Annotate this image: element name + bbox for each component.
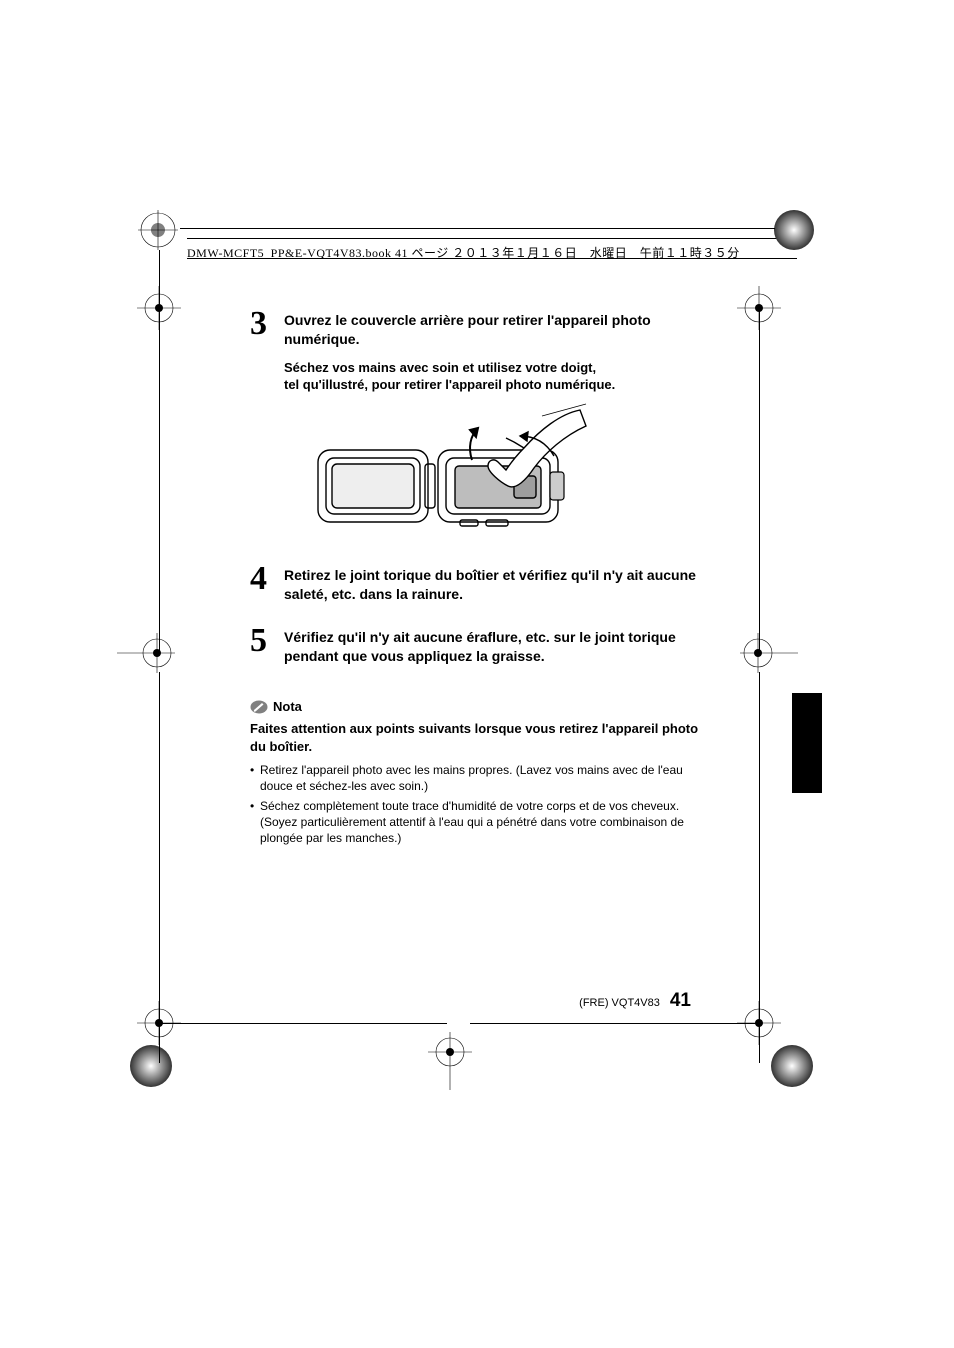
pencil-icon (250, 700, 268, 714)
page-number: 41 (670, 990, 691, 1012)
nota-bullets: • Retirez l'appareil photo avec les main… (250, 762, 705, 847)
step-body: Ouvrez le couvercle arrière pour retirer… (284, 305, 705, 394)
crop-mark-br (766, 1040, 818, 1092)
nota-label: Nota (273, 699, 302, 714)
crop-mark-left (115, 630, 175, 676)
step-number: 4 (250, 560, 284, 596)
step-4: 4 Retirez le joint torique du boîtier et… (250, 560, 705, 614)
bullet-dot: • (250, 762, 260, 794)
crop-line (180, 228, 775, 229)
crop-line (759, 672, 760, 1022)
step-number: 3 (250, 305, 284, 341)
crop-mark-bl (125, 1040, 177, 1092)
page-footer: (FRE) VQT4V83 41 (579, 990, 691, 1012)
step-subtext: tel qu'illustré, pour retirer l'appareil… (284, 376, 705, 394)
footer-reference: (FRE) VQT4V83 (579, 997, 660, 1009)
crop-line (759, 1023, 760, 1063)
step-5: 5 Vérifiez qu'il n'y ait aucune éraflure… (250, 622, 705, 676)
crop-mark-top-left (135, 207, 181, 253)
nota-heading: Nota (250, 699, 705, 714)
bullet-text: Séchez complètement toute trace d'humidi… (260, 798, 705, 847)
crop-mark-right (740, 630, 800, 676)
main-content: 3 Ouvrez le couvercle arrière pour retir… (250, 305, 705, 846)
crop-mark-bottom-center (427, 1032, 473, 1092)
section-tab (792, 693, 822, 793)
step-number: 5 (250, 622, 284, 658)
crop-line (159, 1023, 160, 1063)
step-title: Ouvrez le couvercle arrière pour retirer… (284, 311, 705, 349)
bullet-text: Retirez l'appareil photo avec les mains … (260, 762, 705, 794)
step-subtext: Séchez vos mains avec soin et utilisez v… (284, 359, 705, 377)
page: DMW-MCFT5_PP&E-VQT4V83.book 41 ページ ２０１３年… (0, 0, 954, 1348)
step-title: Retirez le joint torique du boîtier et v… (284, 566, 705, 604)
crop-line (159, 1023, 447, 1024)
step3-illustration (310, 402, 590, 542)
crop-line (159, 672, 160, 1022)
crop-line (470, 1023, 760, 1024)
crop-line (159, 250, 160, 308)
step-body: Vérifiez qu'il n'y ait aucune éraflure, … (284, 622, 705, 676)
step-title: Vérifiez qu'il n'y ait aucune éraflure, … (284, 628, 705, 666)
list-item: • Retirez l'appareil photo avec les main… (250, 762, 705, 794)
header-rule-bottom (187, 258, 797, 259)
step-3: 3 Ouvrez le couvercle arrière pour retir… (250, 305, 705, 394)
crop-line (759, 307, 760, 653)
list-item: • Séchez complètement toute trace d'humi… (250, 798, 705, 847)
bullet-dot: • (250, 798, 260, 847)
nota-intro: Faites attention aux points suivants lor… (250, 720, 705, 755)
crop-line (159, 307, 160, 653)
header-rule-top (187, 238, 797, 239)
step-body: Retirez le joint torique du boîtier et v… (284, 560, 705, 614)
crop-mark-top-right (769, 205, 819, 255)
